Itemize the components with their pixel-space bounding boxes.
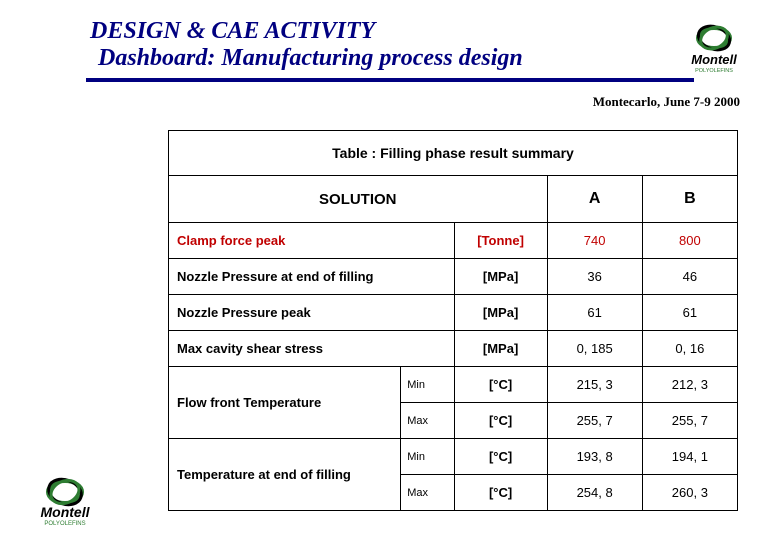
table-row: Temperature at end of filling Min [°C] 1… xyxy=(169,439,738,475)
value-a: 61 xyxy=(547,295,642,331)
sub-label: Min xyxy=(401,439,454,475)
param-label: Flow front Temperature xyxy=(169,367,401,439)
logo-sub-text: POLYOLEFINS xyxy=(695,68,733,74)
unit-label: [MPa] xyxy=(454,295,547,331)
value-b: 0, 16 xyxy=(642,331,737,367)
table-row: Flow front Temperature Min [°C] 215, 3 2… xyxy=(169,367,738,403)
unit-label: [MPa] xyxy=(454,259,547,295)
results-table-wrap: Table : Filling phase result summary SOL… xyxy=(168,130,738,511)
unit-label: [°C] xyxy=(454,403,547,439)
value-b: 46 xyxy=(642,259,737,295)
value-a: 740 xyxy=(547,223,642,259)
sub-label: Max xyxy=(401,403,454,439)
logo-sub-text: POLYOLEFINS xyxy=(44,521,85,526)
title-line-1: DESIGN & CAE ACTIVITY xyxy=(90,18,780,45)
logo-brand-text: Montell xyxy=(691,52,737,67)
solution-label: SOLUTION xyxy=(169,176,548,223)
header-block: DESIGN & CAE ACTIVITY Dashboard: Manufac… xyxy=(0,0,780,72)
table-caption-row: Table : Filling phase result summary xyxy=(169,131,738,176)
unit-label: [°C] xyxy=(454,439,547,475)
logo-brand-text: Montell xyxy=(41,504,91,520)
value-b: 194, 1 xyxy=(642,439,737,475)
date-line: Montecarlo, June 7-9 2000 xyxy=(593,94,740,110)
param-label: Temperature at end of filling xyxy=(169,439,401,511)
value-b: 260, 3 xyxy=(642,475,737,511)
table-row: Nozzle Pressure at end of filling [MPa] … xyxy=(169,259,738,295)
value-b: 800 xyxy=(642,223,737,259)
swirl-icon: Montell POLYOLEFINS xyxy=(678,18,750,74)
value-b: 61 xyxy=(642,295,737,331)
unit-label: [Tonne] xyxy=(454,223,547,259)
value-b: 255, 7 xyxy=(642,403,737,439)
value-a: 193, 8 xyxy=(547,439,642,475)
value-a: 255, 7 xyxy=(547,403,642,439)
brand-logo-bottom: Montell POLYOLEFINS xyxy=(22,474,108,526)
table-row: Nozzle Pressure peak [MPa] 61 61 xyxy=(169,295,738,331)
swirl-icon: Montell POLYOLEFINS xyxy=(22,474,108,526)
unit-label: [°C] xyxy=(454,367,547,403)
table-row: Max cavity shear stress [MPa] 0, 185 0, … xyxy=(169,331,738,367)
value-a: 0, 185 xyxy=(547,331,642,367)
table-row: Clamp force peak [Tonne] 740 800 xyxy=(169,223,738,259)
value-a: 36 xyxy=(547,259,642,295)
sub-label: Min xyxy=(401,367,454,403)
results-table: Table : Filling phase result summary SOL… xyxy=(168,130,738,511)
solution-header-row: SOLUTION A B xyxy=(169,176,738,223)
param-label: Max cavity shear stress xyxy=(169,331,455,367)
table-caption: Table : Filling phase result summary xyxy=(169,131,738,176)
brand-logo-top: Montell POLYOLEFINS xyxy=(678,18,750,74)
unit-label: [°C] xyxy=(454,475,547,511)
value-b: 212, 3 xyxy=(642,367,737,403)
header-rule xyxy=(86,78,694,82)
value-a: 215, 3 xyxy=(547,367,642,403)
param-label: Clamp force peak xyxy=(169,223,455,259)
unit-label: [MPa] xyxy=(454,331,547,367)
column-a-header: A xyxy=(547,176,642,223)
value-a: 254, 8 xyxy=(547,475,642,511)
param-label: Nozzle Pressure peak xyxy=(169,295,455,331)
sub-label: Max xyxy=(401,475,454,511)
param-label: Nozzle Pressure at end of filling xyxy=(169,259,455,295)
column-b-header: B xyxy=(642,176,737,223)
